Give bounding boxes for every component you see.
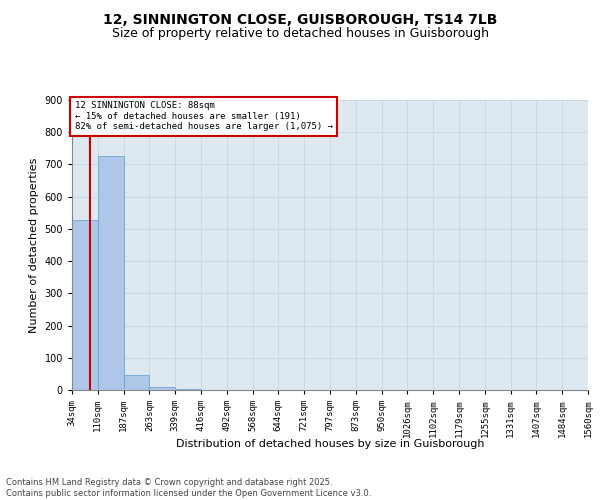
Text: Size of property relative to detached houses in Guisborough: Size of property relative to detached ho… bbox=[112, 28, 488, 40]
Text: Contains HM Land Registry data © Crown copyright and database right 2025.
Contai: Contains HM Land Registry data © Crown c… bbox=[6, 478, 371, 498]
Y-axis label: Number of detached properties: Number of detached properties bbox=[29, 158, 39, 332]
X-axis label: Distribution of detached houses by size in Guisborough: Distribution of detached houses by size … bbox=[176, 440, 484, 450]
Bar bbox=[98, 156, 124, 390]
Bar bbox=[149, 388, 175, 390]
Text: 12, SINNINGTON CLOSE, GUISBOROUGH, TS14 7LB: 12, SINNINGTON CLOSE, GUISBOROUGH, TS14 … bbox=[103, 12, 497, 26]
Bar bbox=[124, 375, 149, 390]
Text: 12 SINNINGTON CLOSE: 88sqm
← 15% of detached houses are smaller (191)
82% of sem: 12 SINNINGTON CLOSE: 88sqm ← 15% of deta… bbox=[74, 102, 332, 132]
Bar bbox=[72, 220, 98, 390]
